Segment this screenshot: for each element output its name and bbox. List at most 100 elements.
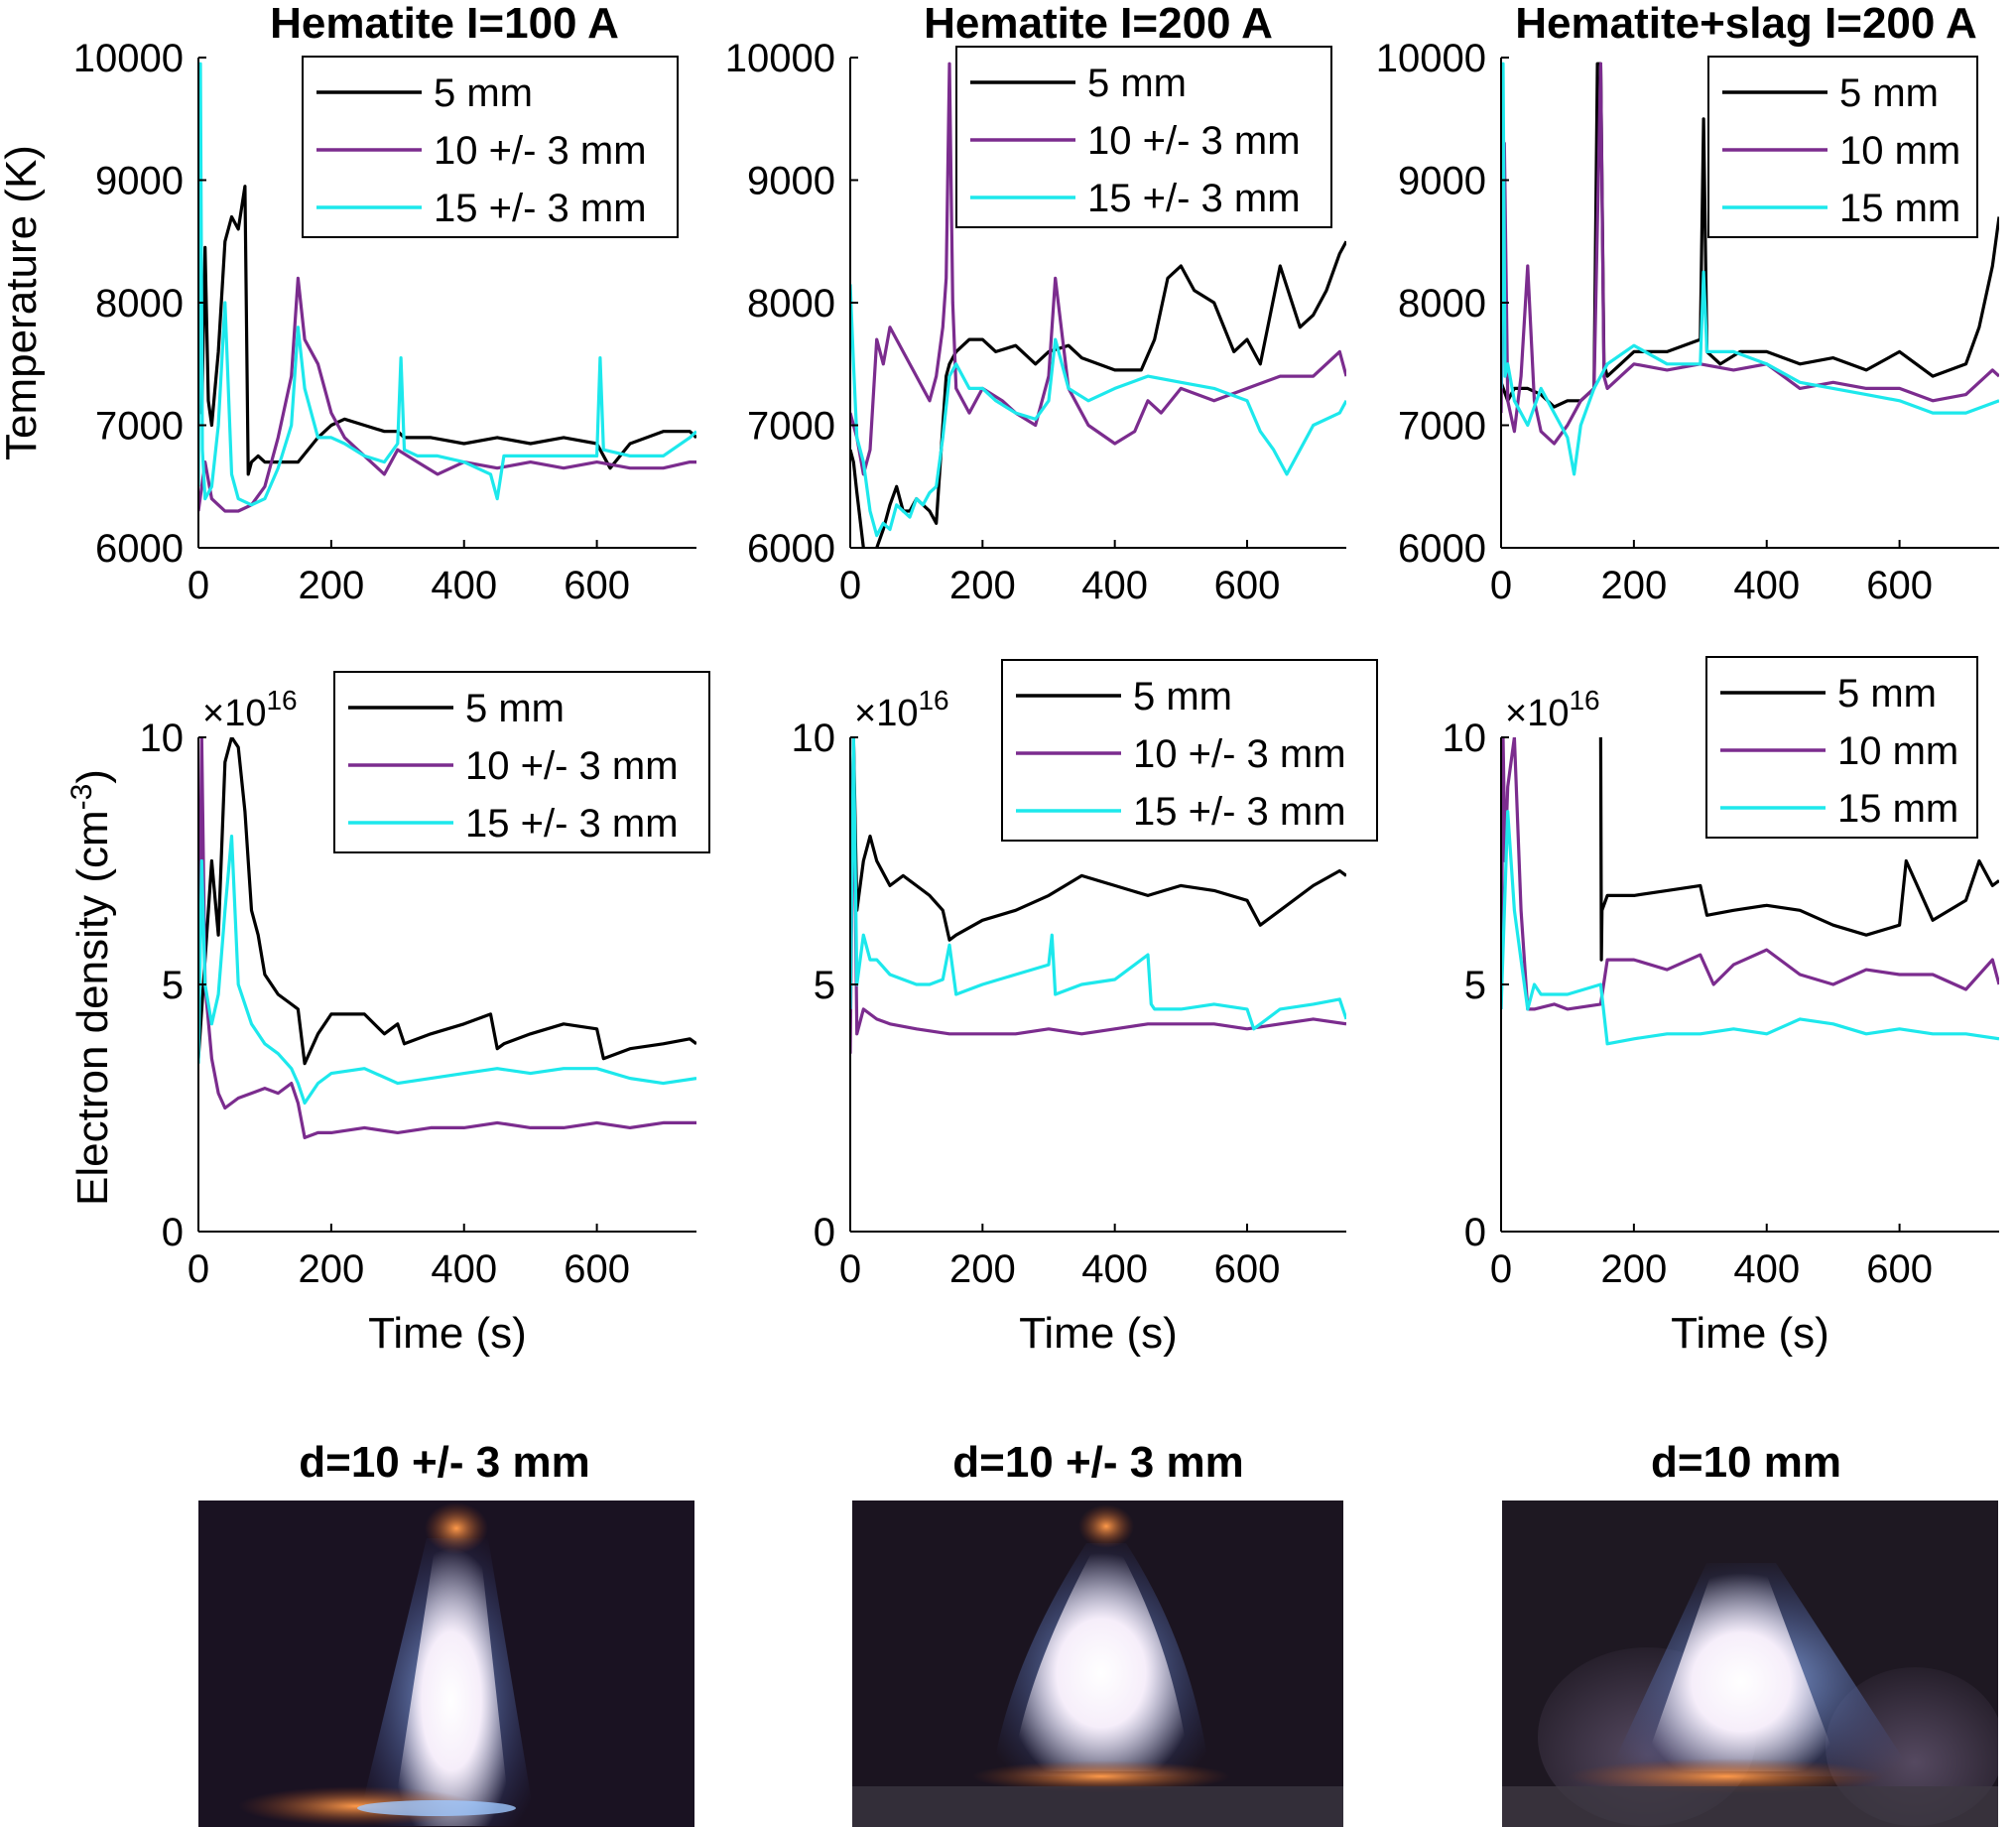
x-tick-label: 400 <box>431 564 497 607</box>
legend-label-15-3-mm: 15 +/- 3 mm <box>465 802 679 846</box>
density-ylabel-text: Electron density (cm <box>68 810 117 1206</box>
legend: 5 mm 10 +/- 3 mm 15 +/- 3 mm <box>1001 659 1378 842</box>
legend-label-15-3-mm: 15 +/- 3 mm <box>434 187 647 230</box>
x-tick-label: 400 <box>1733 564 1800 607</box>
x-tick-label: 0 <box>1490 1247 1512 1291</box>
series-line-15-mm <box>1501 62 1999 476</box>
y-tick-label: 7000 <box>747 405 835 449</box>
column-title-hematite-100a: Hematite I=100 A <box>270 0 619 48</box>
x-tick-label: 0 <box>839 564 861 607</box>
legend-label-5-mm: 5 mm <box>1837 672 1937 716</box>
x-axis-label: Time (s) <box>1671 1309 1829 1358</box>
density-ylabel-close: ) <box>68 769 117 784</box>
y-multiplier-exponent: 16 <box>918 685 948 716</box>
x-tick-label: 600 <box>564 1247 630 1291</box>
legend: 5 mm 10 +/- 3 mm 15 +/- 3 mm <box>955 46 1332 228</box>
chart-temperature-hematite-200a: 0 200 400 600 6000 7000 8000 9000 10000 5 mm 10 +/… <box>725 37 1346 607</box>
legend-label-10-3-mm: 10 +/- 3 mm <box>465 744 679 788</box>
y-tick-label: 7000 <box>1398 405 1486 449</box>
y-multiplier-exponent: 16 <box>1569 685 1599 716</box>
series-line-15-mm <box>1501 810 1999 1046</box>
legend-label-15-3-mm: 15 +/- 3 mm <box>1087 177 1301 220</box>
y-tick-label: 0 <box>162 1211 184 1254</box>
y-multiplier-base: ×10 <box>1505 693 1569 734</box>
series-line-10-3-mm <box>850 737 1346 1054</box>
y-tick-label: 10 <box>1443 717 1487 760</box>
x-tick-label: 600 <box>1866 1247 1933 1291</box>
series-line-5-mm <box>850 737 1346 1009</box>
series-line-10-3-mm <box>850 62 1346 476</box>
legend-label-5-mm: 5 mm <box>1839 71 1939 115</box>
x-tick-label: 600 <box>1866 564 1933 607</box>
column-title-hematite-slag-200a: Hematite+slag I=200 A <box>1515 0 1977 48</box>
y-tick-label: 6000 <box>95 527 184 571</box>
legend-label-10-3-mm: 10 +/- 3 mm <box>434 129 647 173</box>
chart-density-hematite-100a: 0 200 400 600 0 5 10 ×1016 Time (s) 5 mm 10 +/- 3 … <box>140 671 710 1358</box>
series-line-15-3-mm <box>198 834 696 1106</box>
y-tick-label: 9000 <box>747 160 835 203</box>
y-tick-label: 10 <box>140 717 185 760</box>
legend-label-10-mm: 10 mm <box>1839 129 1960 173</box>
y-multiplier-label: ×1016 <box>202 685 298 734</box>
x-tick-label: 400 <box>1081 1247 1148 1291</box>
y-multiplier-label: ×1016 <box>1505 685 1600 734</box>
y-multiplier-base: ×10 <box>202 693 266 734</box>
y-tick-label: 6000 <box>747 527 835 571</box>
y-multiplier-label: ×1016 <box>854 685 949 734</box>
y-tick-label: 0 <box>1464 1211 1486 1254</box>
x-tick-label: 200 <box>949 1247 1016 1291</box>
y-multiplier-base: ×10 <box>854 693 918 734</box>
series-line-10-mm <box>1501 62 1999 446</box>
legend: 5 mm 10 +/- 3 mm 15 +/- 3 mm <box>302 56 679 238</box>
series-line-15-3-mm <box>850 284 1346 538</box>
series-line-5-mm <box>1501 62 1999 409</box>
x-tick-label: 200 <box>1600 564 1667 607</box>
y-tick-label: 6000 <box>1398 527 1486 571</box>
temperature-ylabel: Temperature (K) <box>0 145 46 460</box>
x-tick-label: 400 <box>431 1247 497 1291</box>
photo-title-hematite-slag-200a: d=10 mm <box>1651 1438 1841 1487</box>
x-tick-label: 600 <box>1214 1247 1281 1291</box>
legend-label-15-mm: 15 mm <box>1839 187 1960 230</box>
y-tick-label: 7000 <box>95 405 184 449</box>
y-tick-label: 9000 <box>1398 160 1486 203</box>
x-tick-label: 200 <box>1600 1247 1667 1291</box>
legend-label-5-mm: 5 mm <box>1087 62 1187 105</box>
photo-title-hematite-200a: d=10 +/- 3 mm <box>952 1438 1243 1487</box>
legend-label-15-mm: 15 mm <box>1837 787 1958 831</box>
legend-label-5-mm: 5 mm <box>465 687 565 730</box>
y-tick-label: 5 <box>1464 964 1486 1007</box>
plasma-photo-hematite-200a <box>852 1501 1343 1827</box>
x-axis-label: Time (s) <box>368 1309 527 1358</box>
legend-box <box>955 46 1332 228</box>
chart-density-hematite-slag-200a: 0 200 400 600 0 5 10 ×1016 Time (s) 5 mm 10 mm 15 m… <box>1443 656 1999 1358</box>
series-line-10-3-mm <box>198 737 696 1140</box>
column-title-hematite-200a: Hematite I=200 A <box>924 0 1273 48</box>
x-tick-label: 200 <box>298 1247 364 1291</box>
y-tick-label: 10000 <box>1376 37 1486 80</box>
series-line-5-mm <box>850 240 1346 548</box>
series-line-5-mm <box>198 737 696 1066</box>
legend: 5 mm 10 mm 15 mm <box>1707 56 1978 238</box>
density-ylabel: Electron density (cm-3) <box>65 769 117 1206</box>
photo-title-hematite-100a: d=10 +/- 3 mm <box>299 1438 589 1487</box>
legend-label-10-3-mm: 10 +/- 3 mm <box>1133 732 1346 776</box>
x-axis-label: Time (s) <box>1019 1309 1178 1358</box>
series-line-15-3-mm <box>198 62 696 507</box>
chart-density-hematite-200a: 0 200 400 600 0 5 10 ×1016 Time (s) 5 mm 10 +/- 3 … <box>792 659 1378 1358</box>
x-tick-label: 0 <box>188 564 209 607</box>
x-tick-label: 400 <box>1081 564 1148 607</box>
y-tick-label: 10000 <box>73 37 184 80</box>
legend-label-15-3-mm: 15 +/- 3 mm <box>1133 790 1346 834</box>
y-tick-label: 10000 <box>725 37 835 80</box>
legend: 5 mm 10 +/- 3 mm 15 +/- 3 mm <box>333 671 710 853</box>
x-tick-label: 600 <box>1214 564 1281 607</box>
y-tick-label: 5 <box>162 964 184 1007</box>
chart-temperature-hematite-100a: 0 200 400 600 6000 7000 8000 9000 10000 5 mm 10 +/… <box>73 37 696 607</box>
series-line-10-mm <box>1501 737 1999 1011</box>
legend-label-5-mm: 5 mm <box>434 71 533 115</box>
x-tick-label: 400 <box>1733 1247 1800 1291</box>
legend-label-10-3-mm: 10 +/- 3 mm <box>1087 119 1301 163</box>
x-tick-label: 0 <box>1490 564 1512 607</box>
